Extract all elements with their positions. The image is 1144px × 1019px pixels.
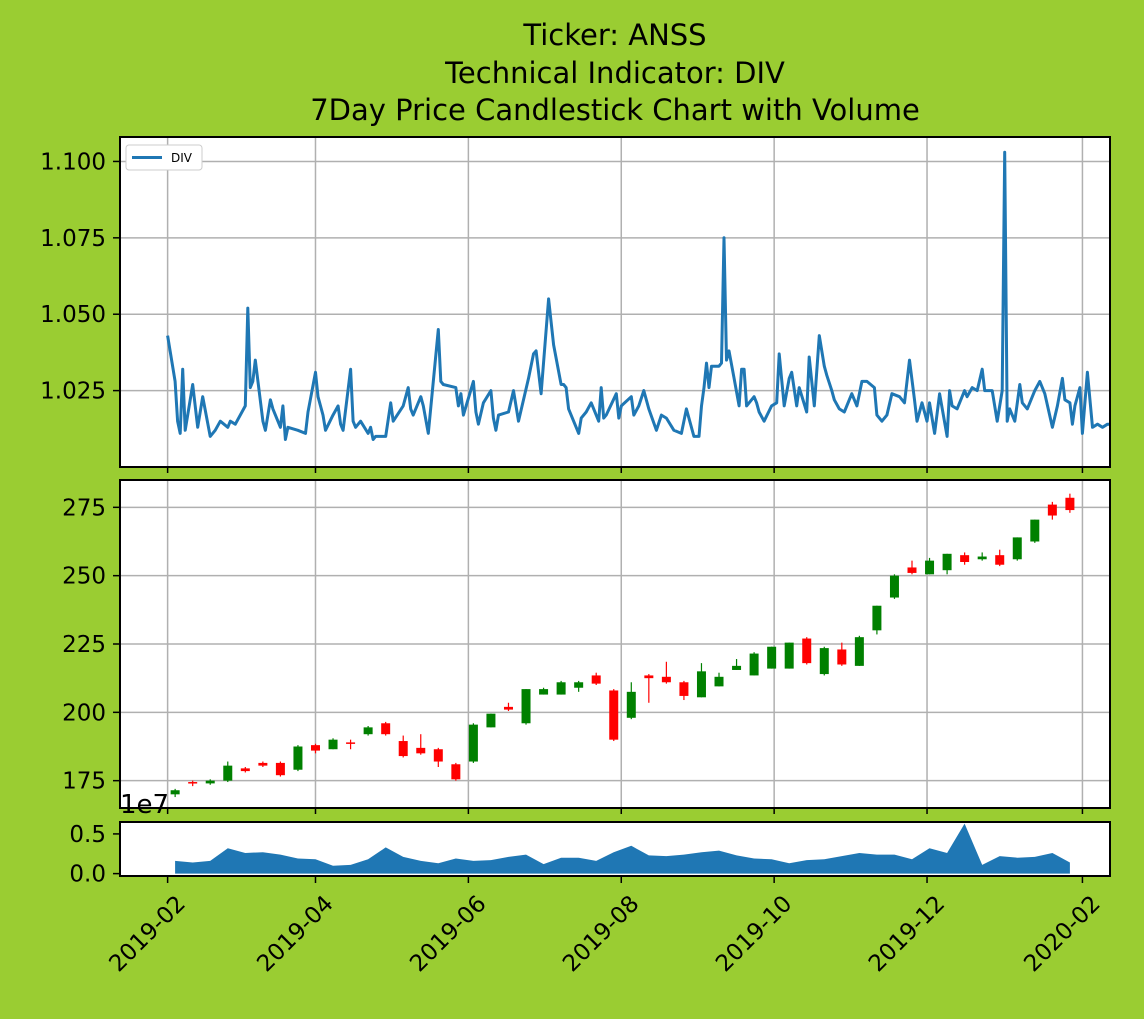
- candle-body: [661, 676, 671, 683]
- candle-body: [574, 682, 584, 688]
- volume-area-fill: [175, 823, 1070, 874]
- price-candles: [170, 493, 1075, 798]
- candle-body: [977, 556, 987, 560]
- candle-body: [416, 747, 426, 754]
- candle-body: [942, 553, 952, 571]
- indicator-panel: 1.025 1.050 1.075 1.100 DIV: [40, 136, 1111, 468]
- candle-body: [696, 671, 706, 698]
- volume-scale-label: 1e7: [120, 790, 169, 820]
- indicator-panel-frame: [119, 136, 1111, 468]
- y-tick-label: 225: [62, 632, 106, 658]
- candle-body: [837, 649, 847, 665]
- price-grid: [120, 480, 1110, 808]
- candle-body: [995, 555, 1005, 565]
- candle-body: [293, 746, 303, 770]
- volume-panel: 0.0 0.5 1e7: [69, 790, 1111, 888]
- y-tick-label: 1.025: [40, 379, 106, 405]
- candle-body: [451, 764, 461, 780]
- chart-title-line-3: 7Day Price Candlestick Chart with Volume: [310, 93, 920, 127]
- chart-title-line-1: Ticker: ANSS: [522, 18, 706, 52]
- candle-body: [732, 665, 742, 670]
- candle-body: [802, 638, 812, 664]
- candle-body: [433, 749, 443, 762]
- y-tick-label: 175: [62, 769, 106, 795]
- candle-body: [925, 560, 935, 575]
- legend-box: [125, 144, 203, 171]
- candle-body: [644, 675, 654, 679]
- y-tick-label: 0.5: [69, 822, 106, 848]
- candle-body: [539, 689, 549, 695]
- candle-body: [1012, 537, 1022, 560]
- y-tick-label: 200: [62, 700, 106, 726]
- volume-y-axis: 0.0 0.5: [69, 822, 120, 888]
- candle-body: [749, 653, 759, 676]
- y-tick-label: 250: [62, 564, 106, 590]
- y-tick-label: 1.075: [40, 226, 106, 252]
- candle-body: [328, 739, 338, 750]
- candle-body: [170, 790, 180, 795]
- y-tick-label: 1.100: [40, 149, 106, 175]
- candle-body: [188, 782, 198, 784]
- candle-body: [486, 713, 496, 728]
- candle-body: [1030, 519, 1040, 542]
- candle-body: [503, 706, 513, 710]
- indicator-y-axis: 1.025 1.050 1.075 1.100: [40, 149, 120, 405]
- candle-body: [872, 605, 882, 631]
- candle-body: [205, 780, 215, 784]
- candle-body: [1065, 497, 1075, 511]
- chart-title-line-2: Technical Indicator: DIV: [444, 56, 785, 90]
- candle-body: [591, 675, 601, 684]
- candle-body: [609, 690, 619, 740]
- indicator-legend: DIV: [125, 144, 203, 171]
- indicator-panel-background: [120, 137, 1110, 467]
- candle-body: [556, 682, 566, 695]
- candle-body: [767, 646, 777, 669]
- candle-body: [626, 691, 636, 718]
- candle-body: [1047, 504, 1057, 516]
- candle-body: [521, 689, 531, 724]
- candle-body: [346, 742, 356, 744]
- div-series-line: [166, 150, 1110, 441]
- candle-body: [854, 637, 864, 666]
- candle-body: [240, 768, 250, 772]
- candle-body: [381, 723, 391, 735]
- candle-body: [258, 762, 268, 766]
- indicator-series: [166, 150, 1110, 441]
- price-y-axis: 175 200 225 250 275: [62, 495, 120, 795]
- price-panel: 175 200 225 250 275: [62, 479, 1111, 809]
- legend-label-div: DIV: [171, 151, 193, 165]
- price-panel-frame: [119, 479, 1111, 809]
- candle-body: [960, 555, 970, 562]
- candle-body: [714, 676, 724, 687]
- candle-body: [907, 567, 917, 573]
- y-tick-label: 0.0: [69, 862, 106, 888]
- y-tick-label: 275: [62, 495, 106, 521]
- candle-body: [679, 682, 689, 696]
- candle-body: [819, 648, 829, 675]
- volume-area: [175, 823, 1070, 874]
- candle-body: [363, 727, 373, 735]
- candle-body: [223, 765, 233, 781]
- candle-body: [468, 724, 478, 762]
- candle-body: [310, 745, 320, 751]
- candle-body: [275, 762, 285, 776]
- candle-body: [889, 575, 899, 598]
- volume-panel-frame: [119, 821, 1111, 877]
- candle-body: [784, 642, 794, 669]
- candle-body: [398, 741, 408, 757]
- y-tick-label: 1.050: [40, 302, 106, 328]
